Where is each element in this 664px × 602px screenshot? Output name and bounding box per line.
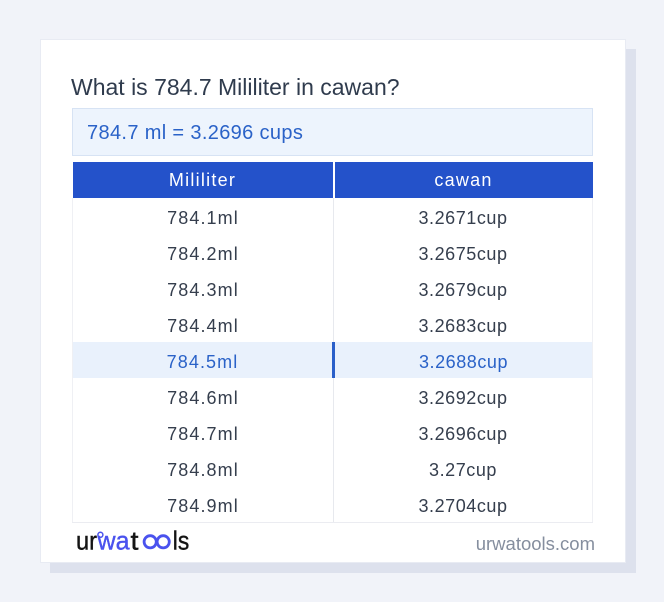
- svg-text:ls: ls: [173, 526, 190, 556]
- svg-text:t: t: [131, 526, 140, 556]
- svg-text:ur: ur: [76, 526, 97, 556]
- svg-text:wa: wa: [97, 526, 130, 556]
